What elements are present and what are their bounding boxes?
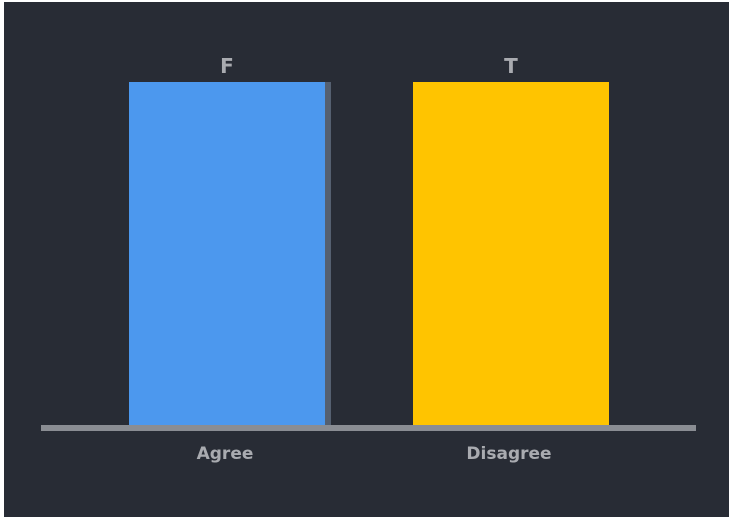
bar-disagree	[413, 82, 609, 428]
bars-layer	[129, 82, 609, 428]
x-tick-label-agree: Agree	[197, 444, 254, 464]
data-label-disagree: T	[504, 54, 518, 78]
bar-agree	[129, 82, 325, 428]
bar-chart: F Agree T Disagree	[41, 54, 696, 464]
labels-layer: F Agree T Disagree	[197, 54, 552, 464]
data-label-agree: F	[220, 54, 234, 78]
x-tick-label-disagree: Disagree	[466, 444, 551, 464]
bar-shadow-agree	[325, 82, 331, 428]
chart-frame: F Agree T Disagree	[4, 2, 729, 517]
